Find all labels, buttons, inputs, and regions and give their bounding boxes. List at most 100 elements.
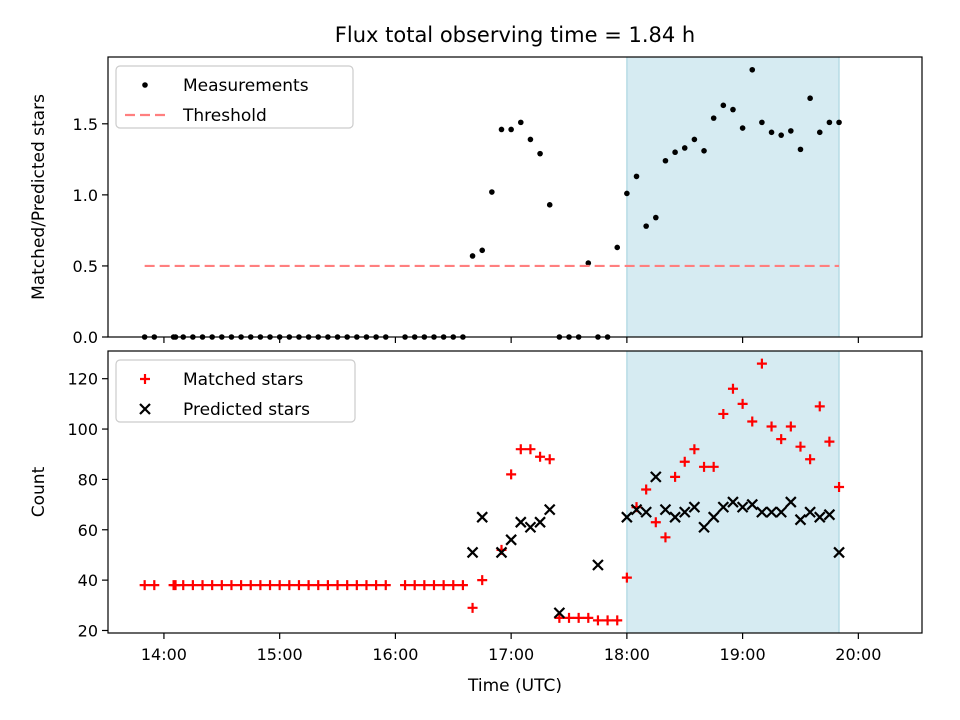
measurement-point bbox=[537, 150, 543, 157]
measurement-point bbox=[508, 126, 514, 133]
matched-star-point bbox=[602, 615, 613, 626]
y-axis-label: Count bbox=[29, 466, 49, 517]
predicted-star-point bbox=[476, 511, 488, 523]
matched-star-point bbox=[419, 580, 430, 591]
predicted-star-point bbox=[688, 501, 701, 513]
measurement-point bbox=[624, 190, 630, 197]
ratio-panel: 0.0 0.5 1.0 1.5 Matched/Predicted stars Measu… bbox=[29, 56, 923, 347]
x-tick-label: 16:00 bbox=[372, 645, 418, 664]
matched-star-point bbox=[216, 580, 227, 591]
y-tick-label: 1.5 bbox=[73, 115, 98, 134]
predicted-star-point bbox=[756, 506, 768, 518]
legend-entry: Measurements bbox=[183, 76, 309, 96]
legend-plus-marker bbox=[140, 374, 150, 384]
predicted-star-point bbox=[543, 503, 556, 516]
counts-series-matched-stars bbox=[139, 358, 845, 626]
matched-star-point bbox=[814, 401, 825, 412]
predicted-star-point bbox=[804, 506, 816, 518]
predicted-star-point bbox=[775, 506, 787, 518]
matched-star-point bbox=[313, 580, 324, 591]
matched-star-point bbox=[699, 461, 710, 472]
predicted-star-point bbox=[630, 503, 643, 516]
measurement-point bbox=[643, 223, 649, 229]
x-axis-label: Time (UTC) bbox=[467, 676, 562, 696]
ratio-axes-frame bbox=[107, 56, 923, 338]
x-tick-label: 14:00 bbox=[141, 645, 187, 664]
matched-star-point bbox=[438, 580, 449, 591]
predicted-star-point bbox=[727, 496, 739, 508]
matched-star-point bbox=[515, 444, 526, 455]
matched-star-point bbox=[361, 580, 372, 591]
measurement-point bbox=[826, 119, 833, 126]
measurement-point bbox=[710, 115, 717, 121]
matched-star-point bbox=[805, 454, 816, 465]
predicted-star-point bbox=[515, 516, 527, 528]
y-tick-label: 100 bbox=[67, 420, 98, 439]
measurement-point bbox=[759, 119, 765, 126]
y-tick-label: 1.0 bbox=[73, 186, 98, 205]
measurement-point bbox=[816, 129, 823, 136]
predicted-star-point bbox=[621, 511, 633, 523]
matched-star-point bbox=[785, 421, 796, 432]
measurement-point bbox=[672, 149, 678, 156]
matched-star-point bbox=[332, 580, 343, 591]
predicted-star-point bbox=[505, 534, 517, 546]
matched-star-point bbox=[284, 580, 295, 591]
matched-star-point bbox=[670, 471, 681, 482]
matched-star-point bbox=[756, 358, 767, 369]
measurement-point bbox=[614, 244, 621, 251]
counts-axes-frame bbox=[107, 350, 923, 634]
measurement-point bbox=[527, 136, 534, 143]
matched-star-point bbox=[139, 580, 150, 591]
matched-star-point bbox=[689, 444, 700, 455]
measurement-point bbox=[701, 148, 707, 154]
matched-star-point bbox=[274, 580, 285, 591]
matched-star-point bbox=[621, 572, 632, 583]
matched-star-point bbox=[380, 580, 391, 591]
matched-star-point bbox=[400, 580, 411, 591]
matched-star-point bbox=[727, 383, 738, 394]
legend-entry: Predicted stars bbox=[183, 400, 310, 420]
predicted-star-point bbox=[659, 503, 672, 516]
counts-panel: 20 40 60 80 100 120 14:00 15:00 16:00 17:00 18:00 1… bbox=[29, 350, 923, 696]
matched-star-point bbox=[245, 580, 256, 591]
predicted-star-point bbox=[765, 506, 778, 518]
matched-star-point bbox=[641, 484, 652, 495]
matched-star-point bbox=[448, 580, 459, 591]
matched-star-point bbox=[187, 580, 198, 591]
predicted-star-point bbox=[717, 501, 730, 513]
y-axis-label: Matched/Predicted stars bbox=[29, 94, 49, 300]
matched-star-point bbox=[525, 444, 536, 455]
matched-star-point bbox=[747, 416, 758, 427]
measurement-point bbox=[489, 189, 495, 195]
matched-star-point bbox=[612, 615, 623, 626]
matched-star-point bbox=[592, 615, 603, 626]
matched-star-point bbox=[737, 398, 748, 409]
matched-star-point bbox=[660, 532, 671, 543]
measurement-point bbox=[788, 128, 794, 134]
y-tick-label: 80 bbox=[78, 470, 98, 489]
legend-entry: Threshold bbox=[182, 106, 267, 126]
figure-title: Flux total observing time = 1.84 h bbox=[335, 23, 695, 47]
measurement-point bbox=[691, 136, 698, 143]
shaded-observing-window bbox=[626, 56, 840, 338]
counts-series-predicted-stars bbox=[466, 471, 845, 619]
predicted-star-point bbox=[650, 471, 662, 483]
y-tick-label: 40 bbox=[78, 571, 98, 590]
measurement-point bbox=[633, 173, 640, 180]
matched-star-point bbox=[824, 436, 835, 447]
measurement-point bbox=[681, 145, 688, 151]
x-tick-label: 20:00 bbox=[835, 645, 881, 664]
matched-star-point bbox=[428, 580, 439, 591]
matched-star-point bbox=[554, 612, 565, 623]
matched-star-point bbox=[583, 612, 594, 623]
predicted-star-point bbox=[669, 511, 681, 523]
legend-dot-marker bbox=[142, 82, 148, 88]
predicted-star-point bbox=[495, 546, 508, 559]
y-tick-label: 0.5 bbox=[73, 257, 98, 276]
x-tick-label: 17:00 bbox=[488, 645, 534, 664]
predicted-star-point bbox=[833, 546, 845, 559]
measurement-point bbox=[498, 126, 505, 133]
matched-star-point bbox=[650, 517, 661, 528]
